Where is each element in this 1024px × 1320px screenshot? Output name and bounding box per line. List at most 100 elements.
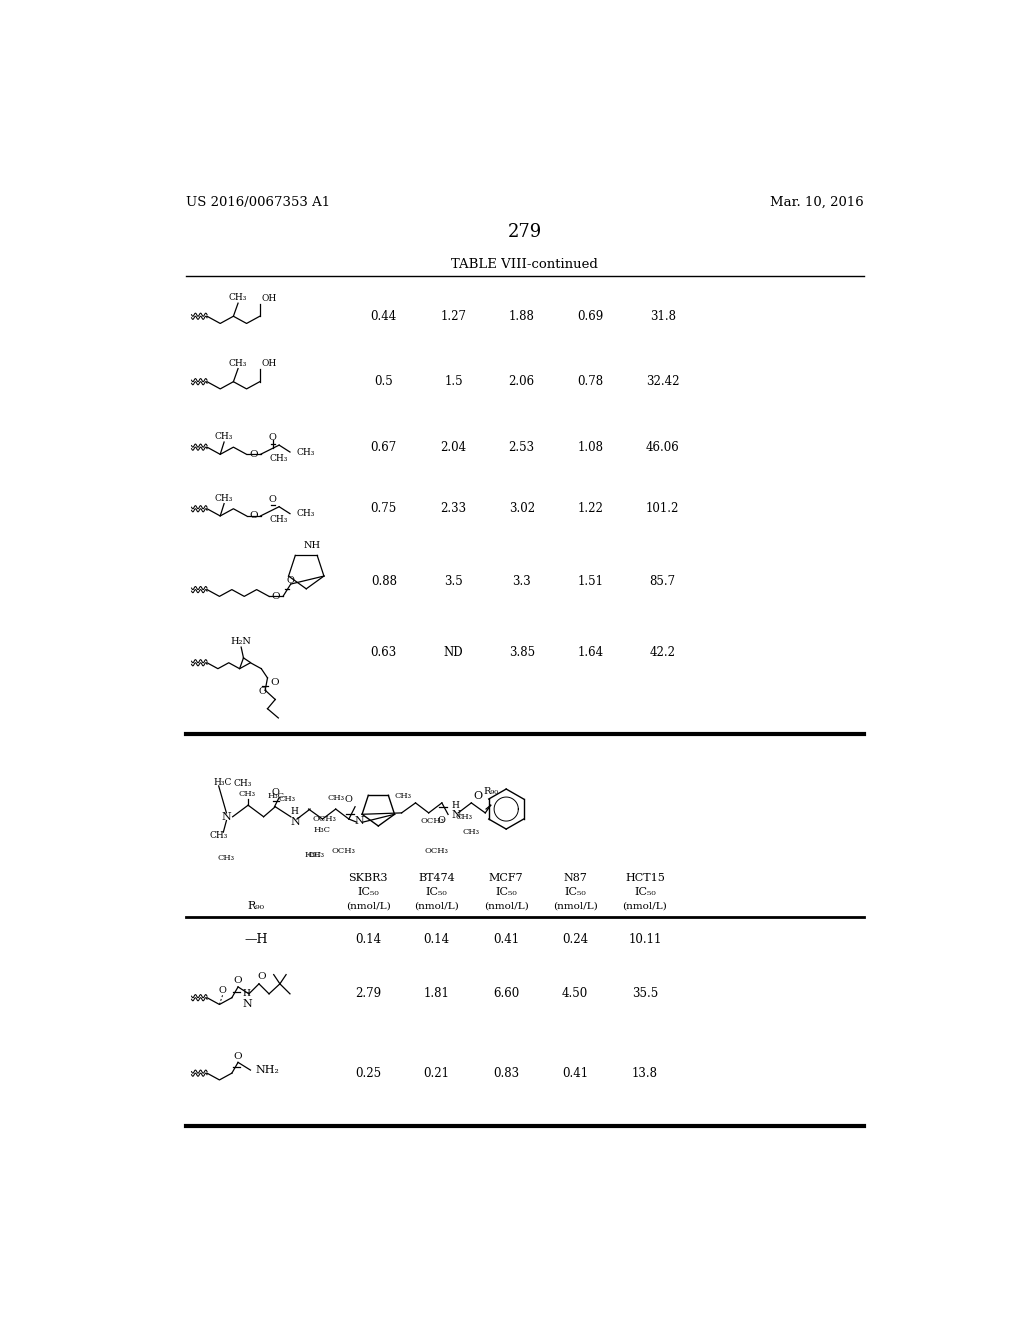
- Text: CH₃: CH₃: [296, 510, 314, 519]
- Text: CH₃: CH₃: [215, 432, 233, 441]
- Text: 0.21: 0.21: [424, 1067, 450, 1080]
- Text: OH: OH: [261, 359, 276, 368]
- Text: O: O: [271, 788, 280, 796]
- Text: O: O: [233, 977, 243, 985]
- Text: R₉₀: R₉₀: [483, 787, 499, 796]
- Text: 3.5: 3.5: [444, 576, 463, 589]
- Text: 0.24: 0.24: [562, 933, 588, 946]
- Text: (nmol/L): (nmol/L): [553, 902, 598, 911]
- Text: R₉₀: R₉₀: [248, 902, 264, 911]
- Text: 32.42: 32.42: [646, 375, 680, 388]
- Text: O: O: [257, 972, 265, 981]
- Text: NH: NH: [304, 541, 321, 550]
- Text: 10.11: 10.11: [629, 933, 662, 946]
- Text: ND: ND: [443, 647, 463, 659]
- Text: 1.51: 1.51: [578, 576, 604, 589]
- Text: O: O: [258, 688, 266, 696]
- Text: Mar. 10, 2016: Mar. 10, 2016: [770, 195, 864, 209]
- Text: 85.7: 85.7: [649, 576, 676, 589]
- Text: 0.83: 0.83: [494, 1067, 519, 1080]
- Text: CH₃: CH₃: [455, 813, 472, 821]
- Text: 1.22: 1.22: [578, 502, 603, 515]
- Text: IC₅₀: IC₅₀: [426, 887, 447, 898]
- Text: N: N: [354, 816, 364, 825]
- Text: O: O: [249, 511, 258, 520]
- Text: 1.5: 1.5: [444, 375, 463, 388]
- Text: 0.78: 0.78: [578, 375, 604, 388]
- Text: OCH₃: OCH₃: [425, 847, 449, 855]
- Text: 3.85: 3.85: [509, 647, 535, 659]
- Text: 0.41: 0.41: [494, 933, 519, 946]
- Text: OCH₃: OCH₃: [421, 817, 444, 825]
- Text: 0.63: 0.63: [371, 647, 397, 659]
- Text: (nmol/L): (nmol/L): [623, 902, 668, 911]
- Text: O: O: [218, 986, 226, 995]
- Text: O: O: [287, 577, 295, 586]
- Text: O: O: [438, 816, 445, 825]
- Text: SKBR3: SKBR3: [348, 874, 388, 883]
- Text: 35.5: 35.5: [632, 987, 658, 1001]
- Text: TABLE VIII-continued: TABLE VIII-continued: [452, 259, 598, 271]
- Text: N: N: [221, 812, 231, 822]
- Text: 0.44: 0.44: [371, 310, 397, 323]
- Text: IC₅₀: IC₅₀: [496, 887, 517, 898]
- Text: CH₃: CH₃: [296, 447, 314, 457]
- Text: H: H: [291, 807, 299, 816]
- Text: 279: 279: [508, 223, 542, 240]
- Text: H₃C: H₃C: [213, 777, 231, 787]
- Text: N: N: [452, 810, 462, 820]
- Text: 42.2: 42.2: [650, 647, 676, 659]
- Text: MCF7: MCF7: [488, 874, 523, 883]
- Text: (nmol/L): (nmol/L): [483, 902, 528, 911]
- Text: 31.8: 31.8: [650, 310, 676, 323]
- Text: NH₂: NH₂: [255, 1065, 279, 1074]
- Text: 2.79: 2.79: [355, 987, 381, 1001]
- Text: CH₃: CH₃: [228, 359, 247, 368]
- Text: O: O: [269, 433, 276, 442]
- Text: CH₃: CH₃: [233, 779, 252, 788]
- Text: HCT15: HCT15: [625, 874, 665, 883]
- Text: 0.75: 0.75: [371, 502, 397, 515]
- Text: CH₃: CH₃: [238, 789, 255, 797]
- Text: 0.25: 0.25: [355, 1067, 381, 1080]
- Text: IC₅₀: IC₅₀: [564, 887, 586, 898]
- Text: 0.41: 0.41: [562, 1067, 588, 1080]
- Text: 46.06: 46.06: [646, 441, 680, 454]
- Text: 0.69: 0.69: [578, 310, 604, 323]
- Text: CH₃: CH₃: [308, 851, 325, 859]
- Text: CH₃: CH₃: [279, 795, 295, 803]
- Text: N: N: [243, 999, 253, 1008]
- Text: (nmol/L): (nmol/L): [414, 902, 459, 911]
- Text: 0.14: 0.14: [423, 933, 450, 946]
- Text: 13.8: 13.8: [632, 1067, 658, 1080]
- Text: CH₃: CH₃: [270, 515, 289, 524]
- Text: 2.06: 2.06: [509, 375, 535, 388]
- Text: CH₃: CH₃: [328, 793, 344, 801]
- Text: CH₃: CH₃: [218, 854, 234, 862]
- Text: 1.08: 1.08: [578, 441, 604, 454]
- Text: 6.60: 6.60: [494, 987, 519, 1001]
- Text: CH₃: CH₃: [394, 792, 412, 800]
- Text: 1.27: 1.27: [440, 310, 467, 323]
- Text: 2.04: 2.04: [440, 441, 467, 454]
- Text: 101.2: 101.2: [646, 502, 680, 515]
- Text: 3.02: 3.02: [509, 502, 535, 515]
- Text: 0.67: 0.67: [371, 441, 397, 454]
- Text: O: O: [269, 495, 276, 503]
- Text: IC₅₀: IC₅₀: [634, 887, 655, 898]
- Text: 0.88: 0.88: [371, 576, 396, 589]
- Text: 4.50: 4.50: [562, 987, 589, 1001]
- Text: BT474: BT474: [418, 874, 455, 883]
- Text: O: O: [249, 450, 258, 459]
- Text: 2.53: 2.53: [509, 441, 535, 454]
- Text: O: O: [271, 591, 280, 601]
- Text: H: H: [243, 990, 251, 998]
- Text: 1.88: 1.88: [509, 310, 535, 323]
- Text: 2.33: 2.33: [440, 502, 467, 515]
- Text: CH₃: CH₃: [270, 454, 289, 463]
- Text: CH₃: CH₃: [228, 293, 247, 302]
- Text: 0.5: 0.5: [375, 375, 393, 388]
- Text: H₃C: H₃C: [305, 851, 322, 859]
- Text: O: O: [233, 1052, 243, 1061]
- Text: 1.81: 1.81: [424, 987, 450, 1001]
